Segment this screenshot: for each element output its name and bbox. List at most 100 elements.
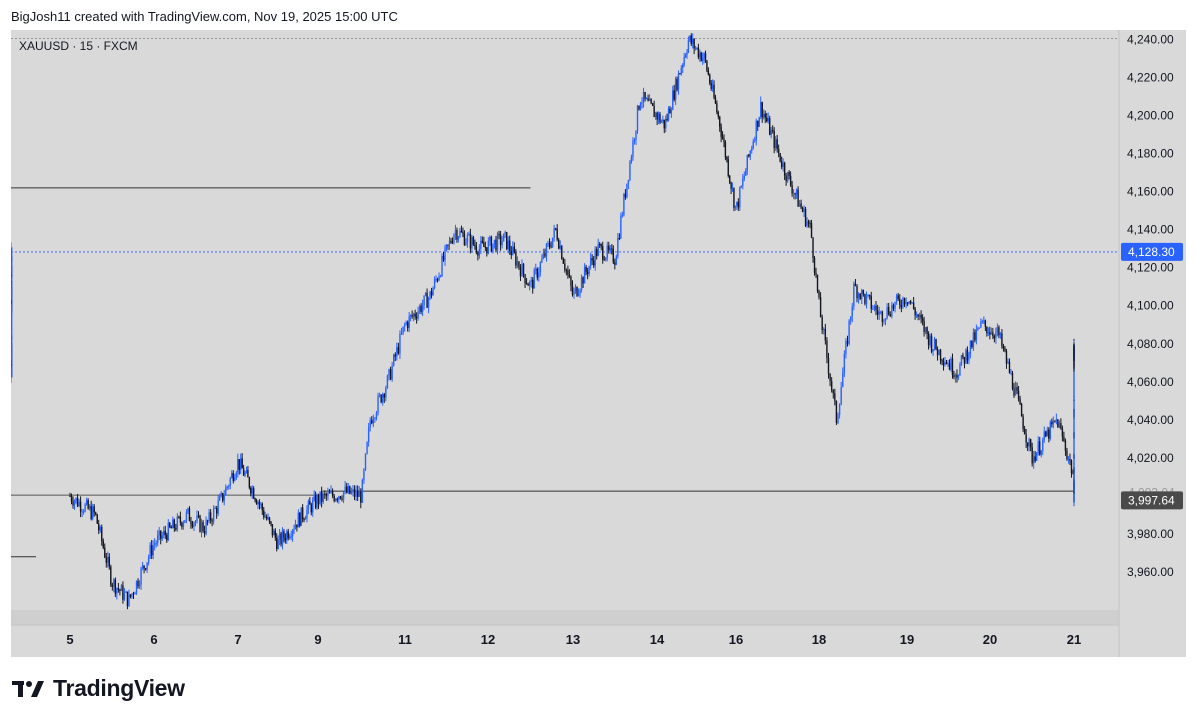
- candle-body: [573, 290, 575, 295]
- candle-body: [608, 245, 610, 251]
- candle-body: [633, 139, 636, 141]
- candle-body: [149, 545, 151, 557]
- candle-body: [290, 536, 292, 538]
- candle-body: [918, 314, 921, 317]
- candle-body: [1011, 372, 1014, 389]
- candle-body: [641, 102, 643, 104]
- candle-body: [316, 495, 318, 508]
- candle-body: [1073, 460, 1075, 470]
- candle-body: [568, 274, 571, 277]
- candle-body: [135, 580, 138, 593]
- candle-body: [209, 512, 212, 521]
- candle-body: [11, 247, 13, 262]
- candle-body: [267, 517, 269, 520]
- candle-body: [392, 354, 395, 366]
- candle-body: [821, 317, 823, 331]
- candle-body: [842, 372, 844, 388]
- candle-body: [1073, 429, 1075, 439]
- candle-body: [241, 458, 243, 469]
- candle-body: [588, 266, 590, 274]
- candle-body: [459, 230, 461, 237]
- candle-body: [564, 263, 566, 270]
- candle-body: [674, 78, 677, 100]
- candle-body: [626, 183, 628, 198]
- candle-body: [758, 117, 760, 127]
- candle-body: [366, 442, 368, 454]
- candle-body: [826, 340, 828, 358]
- candle-body: [760, 102, 762, 118]
- candle-body: [774, 139, 777, 149]
- candle-body: [803, 208, 805, 212]
- candle-body: [498, 233, 500, 235]
- candle-body: [346, 486, 348, 493]
- candle-body: [1045, 431, 1047, 437]
- candle-body: [663, 119, 665, 129]
- tradingview-logo[interactable]: TradingView: [11, 675, 185, 702]
- candle-body: [680, 67, 683, 75]
- candle-body: [288, 536, 291, 539]
- candle-body: [432, 288, 434, 296]
- candle-body: [1069, 459, 1071, 461]
- chart-area[interactable]: XAUUSD · 15 · FXCM 3,960.00 3,980.00 4,020…: [11, 30, 1186, 657]
- candle-body: [960, 355, 963, 365]
- candle-body: [983, 320, 985, 322]
- candle-body: [1070, 460, 1073, 474]
- candle-body: [623, 193, 625, 215]
- candle-body: [730, 182, 732, 189]
- candle-body: [274, 530, 276, 538]
- candle-body: [558, 239, 560, 249]
- candle-body: [656, 112, 658, 120]
- candle-body: [525, 283, 528, 285]
- candle-body: [767, 118, 769, 122]
- candle-body: [415, 316, 418, 319]
- candle-body: [478, 248, 481, 256]
- candle-body: [268, 517, 271, 522]
- candle-body: [456, 229, 458, 240]
- candle-body: [433, 279, 436, 289]
- candle-body: [475, 246, 478, 253]
- candle-body: [782, 162, 784, 168]
- candle-body: [438, 275, 440, 281]
- candle-body: [624, 193, 627, 198]
- candle-body: [541, 258, 543, 263]
- candle-body: [644, 92, 646, 99]
- candle-body: [891, 305, 893, 317]
- candle-body: [944, 362, 946, 365]
- candle-body: [462, 232, 464, 234]
- candle-body: [193, 522, 195, 527]
- candle-body: [278, 533, 281, 540]
- candle-body: [711, 84, 714, 89]
- candle-body: [737, 201, 740, 208]
- candle-body: [1002, 345, 1005, 349]
- price-chart[interactable]: XAUUSD · 15 · FXCM 3,960.00 3,980.00 4,020…: [11, 30, 1186, 657]
- candle-body: [654, 112, 657, 118]
- y-tick-label: 4,120.00: [1127, 261, 1174, 275]
- candle-body: [152, 545, 154, 556]
- candle-body: [956, 374, 958, 378]
- candle-body: [429, 291, 431, 299]
- candle-body: [889, 314, 891, 317]
- candle-body: [117, 587, 120, 590]
- candle-body: [875, 305, 877, 311]
- candle-body: [330, 490, 332, 494]
- candle-body: [270, 521, 272, 524]
- candle-body: [258, 502, 261, 505]
- candle-body: [1073, 352, 1075, 369]
- candle-body: [519, 267, 522, 277]
- candle-body: [208, 512, 210, 522]
- candle-body: [188, 508, 191, 522]
- candle-body: [469, 233, 472, 249]
- candle-body: [650, 99, 652, 104]
- candle-body: [436, 279, 439, 281]
- brand-name: TradingView: [53, 675, 185, 701]
- candle-body: [375, 412, 378, 419]
- candle-body: [614, 262, 616, 265]
- candle-body: [299, 512, 301, 526]
- candle-body: [280, 533, 282, 545]
- candle-body: [214, 508, 216, 510]
- plot-bottom-band: [11, 610, 1119, 625]
- candle-body: [397, 347, 400, 354]
- candle-body: [202, 522, 204, 531]
- candle-body: [388, 369, 390, 376]
- x-tick-label: 7: [234, 632, 241, 647]
